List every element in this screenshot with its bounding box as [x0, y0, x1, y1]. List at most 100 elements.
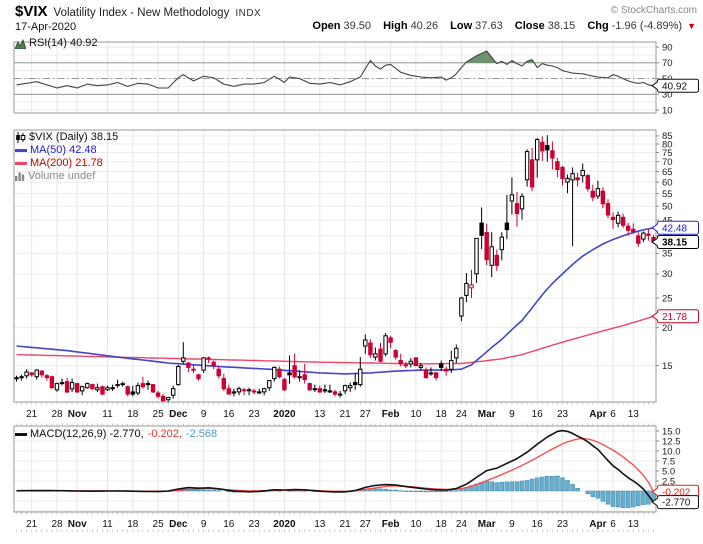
svg-text:-0.202: -0.202 [662, 487, 691, 498]
change-label: Chg [587, 20, 609, 32]
svg-text:13: 13 [314, 519, 326, 530]
svg-text:24: 24 [456, 519, 468, 530]
svg-text:11: 11 [102, 519, 113, 530]
svg-text:42.48: 42.48 [662, 223, 687, 234]
svg-text:9: 9 [201, 409, 207, 420]
svg-text:23: 23 [249, 409, 261, 420]
svg-text:65: 65 [662, 167, 673, 178]
svg-text:6: 6 [610, 519, 616, 530]
rsi-area-icon [15, 38, 26, 49]
svg-text:18: 18 [127, 409, 139, 420]
svg-text:25: 25 [153, 519, 165, 530]
change-value: -1.96 (-4.89%) [611, 20, 683, 32]
svg-text:Mar: Mar [478, 409, 496, 420]
svg-text:2020: 2020 [273, 409, 296, 420]
symbol: $VIX [15, 3, 48, 20]
svg-text:13: 13 [314, 409, 326, 420]
svg-text:Apr: Apr [589, 519, 606, 530]
high-value: 40.26 [410, 20, 439, 32]
svg-text:23: 23 [557, 409, 569, 420]
svg-text:15: 15 [662, 361, 673, 372]
svg-text:50: 50 [662, 202, 673, 213]
svg-text:85: 85 [662, 131, 673, 142]
svg-text:5.0: 5.0 [662, 466, 675, 477]
svg-text:30: 30 [662, 90, 673, 101]
rsi-panel: 9070503010 [13, 41, 673, 116]
high-label: High [383, 20, 408, 32]
svg-text:13: 13 [628, 409, 640, 420]
svg-text:10.0: 10.0 [662, 446, 681, 457]
svg-text:9: 9 [509, 519, 515, 530]
svg-text:21.78: 21.78 [662, 312, 687, 323]
svg-text:16: 16 [532, 519, 544, 530]
ma200-legend-label: MA(200) 21.78 [30, 157, 103, 169]
low-label: Low [450, 20, 473, 32]
exchange-label: INDX [235, 8, 262, 19]
svg-text:10: 10 [410, 409, 422, 420]
svg-text:Apr: Apr [589, 409, 606, 420]
svg-text:2020: 2020 [273, 519, 296, 530]
svg-text:23: 23 [249, 519, 261, 530]
svg-text:16: 16 [223, 519, 235, 530]
svg-text:Nov: Nov [68, 409, 87, 420]
svg-text:10: 10 [662, 105, 673, 116]
x-axis: 21 28 Nov 11 18 25 Dec 9 16 23 2020 13 21 27 Feb 10 18 24… [16, 402, 654, 532]
ma50-legend-label: MA(50) 42.48 [30, 144, 97, 156]
macd-hist-value: -2.568 [185, 428, 218, 440]
svg-text:18: 18 [436, 519, 448, 530]
svg-text:70: 70 [662, 157, 673, 168]
rsi-legend: RSI(14) 40.92 [15, 37, 97, 50]
open-label: Open [312, 20, 341, 32]
svg-text:28: 28 [51, 409, 63, 420]
svg-text:11: 11 [102, 409, 113, 420]
svg-text:16: 16 [532, 409, 544, 420]
macd-line-swatch [15, 433, 27, 436]
svg-text:21: 21 [26, 519, 38, 530]
copyright: © StockCharts.com [610, 5, 697, 16]
svg-text:27: 27 [360, 409, 372, 420]
y-axis-callouts: 40.92 42.48 38.15 21.78 -0.202-2.770 [651, 78, 699, 510]
svg-text:2.5: 2.5 [662, 476, 675, 487]
svg-text:18: 18 [436, 409, 448, 420]
macd-panel: 15.012.510.07.55.02.5 [13, 425, 681, 513]
svg-text:9: 9 [201, 519, 207, 530]
quote-row: Open 39.50 High 40.26 Low 37.63 Close 38.15 … [303, 20, 696, 32]
svg-text:13: 13 [628, 519, 640, 530]
svg-text:25: 25 [662, 293, 673, 304]
svg-text:Mar: Mar [478, 519, 496, 530]
svg-text:Dec: Dec [169, 409, 188, 420]
price-legend-label: $VIX (Daily) 38.15 [29, 131, 119, 143]
price-panel: 858075706560555045403530252015 [13, 129, 673, 404]
svg-text:38.15: 38.15 [662, 238, 687, 249]
svg-text:27: 27 [360, 519, 372, 530]
svg-text:12.5: 12.5 [662, 436, 681, 447]
svg-text:70: 70 [662, 58, 673, 69]
svg-text:Nov: Nov [68, 519, 87, 530]
candlestick-icon [15, 132, 26, 143]
svg-text:25: 25 [153, 409, 165, 420]
svg-text:90: 90 [662, 42, 673, 53]
svg-text:21: 21 [340, 519, 352, 530]
svg-text:20: 20 [662, 323, 673, 334]
ma50-line-swatch [15, 149, 27, 152]
svg-text:16: 16 [223, 409, 235, 420]
svg-text:35: 35 [662, 249, 673, 260]
svg-text:Feb: Feb [382, 519, 400, 530]
svg-text:28: 28 [51, 519, 63, 530]
volume-legend-label: Volume undef [28, 170, 96, 182]
volume-bars-icon [15, 172, 25, 181]
ma200-line-swatch [15, 162, 27, 165]
close-value: 38.15 [547, 20, 576, 32]
svg-text:21: 21 [340, 409, 352, 420]
svg-text:Dec: Dec [169, 519, 188, 530]
svg-text:40.92: 40.92 [662, 81, 687, 92]
svg-text:21: 21 [26, 409, 38, 420]
svg-text:15.0: 15.0 [662, 426, 681, 437]
quote-date: 17-Apr-2020 [15, 21, 77, 33]
low-value: 37.63 [475, 20, 503, 32]
svg-text:18: 18 [127, 519, 139, 530]
svg-text:7.5: 7.5 [662, 456, 675, 467]
svg-text:60: 60 [662, 177, 673, 188]
